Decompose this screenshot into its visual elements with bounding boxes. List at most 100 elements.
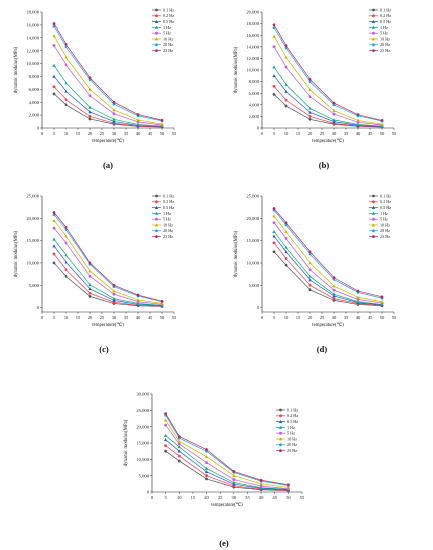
data-point [205,461,208,464]
legend-entry: 1 Hz [287,425,295,430]
y-tick-label: 15,000 [26,238,39,244]
data-point [88,110,92,114]
x-tick-label: 45 [148,315,153,320]
x-tick-label: 0 [151,495,154,500]
data-point [286,485,291,489]
x-tick-label: 0 [41,315,44,320]
y-tick-label: 20,000 [246,10,259,16]
data-point [272,84,276,88]
legend-entry: 5 Hz [163,31,171,36]
data-point [332,276,336,280]
data-point [177,442,181,446]
data-point [356,113,360,117]
x-tick-label: 10 [177,495,182,500]
legend-entry: 0.2 Hz [380,199,391,204]
x-axis-label: temperature(℃) [312,322,344,328]
x-tick-label: 55 [300,495,305,500]
x-tick-label: 30 [232,495,237,500]
data-point [88,76,92,80]
series-line [53,35,163,125]
data-point [284,245,288,249]
legend-marker [278,425,283,429]
data-point [232,470,236,473]
series-line [273,235,383,306]
series-line [273,208,383,298]
data-point [164,412,168,415]
data-point [284,82,288,86]
series-line [165,419,289,488]
data-point [284,55,288,59]
data-point [52,244,56,248]
data-point [332,101,336,105]
legend-marker [371,37,376,41]
x-tick-label: 10 [64,131,69,136]
data-point [52,92,56,96]
series-line [53,253,163,307]
series-line [165,445,289,491]
legend-entry: 10 Hz [380,222,390,227]
x-tick-label: 35 [124,131,129,136]
legend-marker [155,49,158,52]
data-point [332,112,336,116]
data-point [204,455,209,459]
y-tick-label: 5,000 [249,283,260,289]
data-point [272,221,276,225]
data-point [308,283,312,287]
series-line [53,245,163,307]
y-tick-label: 12,000 [246,56,259,62]
data-point [308,274,312,278]
legend-marker [372,235,375,239]
legend-marker [371,223,376,227]
data-point [177,445,181,449]
legend-entry: 10 Hz [163,222,173,227]
legend-entry: 10 Hz [287,436,297,441]
data-point [259,482,263,486]
y-tick-label: 18,000 [26,10,39,16]
data-point [308,117,312,121]
y-tick-label: 10,000 [26,261,39,267]
data-point [286,483,290,487]
legend-entry: 0.5 Hz [380,19,391,24]
data-point [259,486,263,490]
x-tick-label: 40 [259,495,264,500]
x-tick-label: 15 [296,315,301,320]
data-point [332,108,336,112]
x-tick-label: 20 [204,495,209,500]
x-tick-label: 20 [308,131,313,136]
series-line [273,215,383,303]
y-tick-label: 2,000 [29,113,40,119]
data-point [380,119,384,122]
legend-marker [372,14,375,18]
series-line [53,76,163,127]
data-point [284,65,288,69]
data-point [136,122,140,126]
data-point [64,225,68,229]
legend-entry: 0.5 Hz [163,205,174,210]
x-tick-label: 25 [320,131,325,136]
y-axis-label: dynamic modulus(MPa) [14,230,19,277]
y-tick-label: 6,000 [29,87,40,93]
data-point [308,250,312,254]
legend-entry: 0.1 Hz [380,193,391,198]
data-point [204,470,209,474]
y-tick-label: 10,000 [26,61,39,67]
panel-label: (b) [319,160,330,170]
data-point [380,122,384,126]
legend-entry: 0.5 Hz [380,205,391,210]
x-tick-label: 20 [308,315,313,320]
x-tick-label: 55 [392,131,397,136]
series-line [273,46,383,126]
series-line [53,26,163,122]
data-point [308,77,312,81]
y-tick-label: 20,000 [136,424,149,430]
series-line [273,86,383,128]
data-point [52,218,56,222]
y-tick-label: 16,000 [26,22,39,28]
legend-marker [279,443,282,447]
panel-label: (c) [99,344,109,354]
legend-entry: 10 Hz [163,36,173,41]
y-tick-label: 16,000 [246,33,259,39]
data-point [380,300,384,304]
data-point [136,298,140,302]
x-tick-label: 45 [272,495,277,500]
